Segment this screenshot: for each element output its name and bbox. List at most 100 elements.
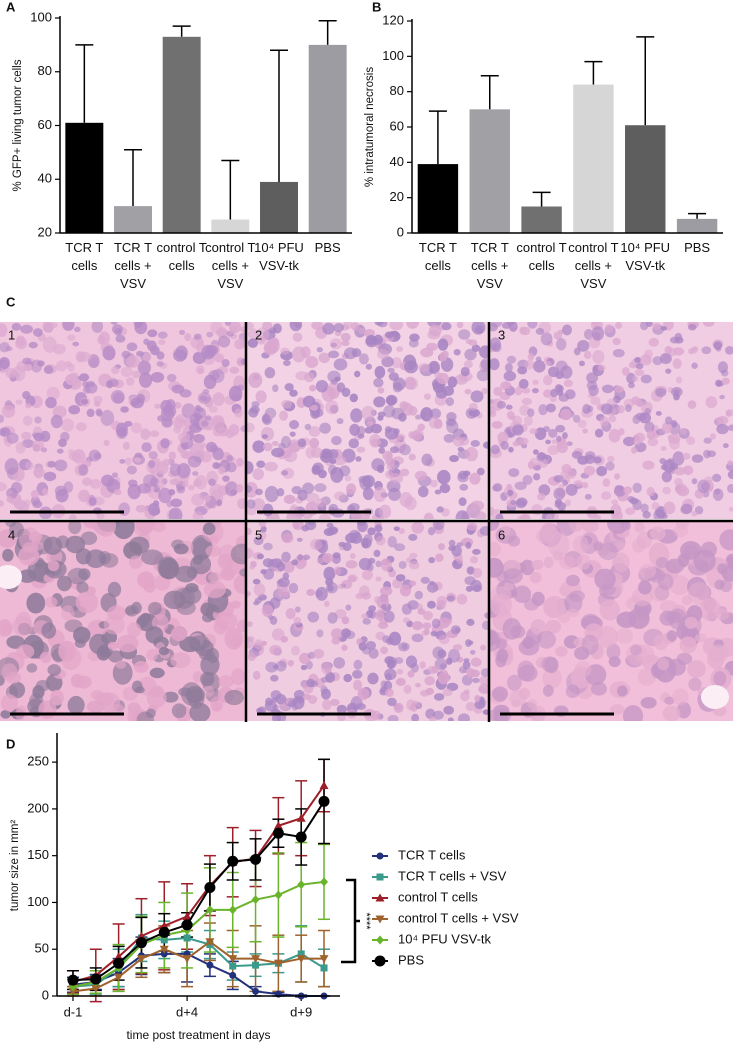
cell (47, 460, 56, 468)
cell (68, 514, 77, 519)
cell (446, 657, 453, 665)
cell (193, 412, 201, 419)
cell (150, 372, 165, 383)
cell (146, 649, 158, 661)
cell (203, 495, 211, 502)
cell (345, 560, 358, 569)
cell (325, 582, 338, 594)
cell (278, 577, 290, 588)
cell (349, 393, 358, 403)
cell (512, 440, 520, 447)
cell (465, 446, 478, 462)
cell (464, 348, 477, 361)
cell (657, 657, 670, 671)
cell (640, 322, 649, 331)
cell (204, 415, 212, 421)
cell (340, 332, 351, 342)
cell (682, 452, 691, 460)
cell (140, 612, 152, 624)
cell (47, 664, 62, 676)
cell (403, 684, 412, 694)
cell (459, 436, 470, 446)
cell (134, 322, 148, 335)
cell (408, 453, 416, 461)
cell (490, 322, 503, 328)
cell (428, 716, 437, 721)
cell (328, 350, 340, 359)
cell (156, 351, 165, 360)
cell (673, 524, 689, 538)
marker (136, 931, 146, 940)
cell (264, 461, 278, 472)
bar (676, 218, 718, 233)
cell (615, 628, 633, 644)
cell (124, 457, 132, 466)
cell (255, 390, 267, 404)
cell (306, 588, 315, 597)
cell (691, 478, 698, 485)
cell (408, 431, 415, 439)
cell (628, 382, 635, 389)
cell (568, 522, 584, 532)
cell (435, 388, 448, 399)
cell (309, 437, 320, 449)
cell (358, 557, 372, 571)
cell (199, 395, 208, 402)
cell (666, 630, 678, 642)
cell (507, 489, 514, 496)
cell (491, 420, 503, 429)
cell (33, 328, 43, 337)
cell (344, 475, 352, 482)
cell (387, 697, 397, 707)
cell (80, 531, 98, 545)
cell (353, 659, 363, 670)
cell (560, 365, 573, 379)
cell (674, 466, 686, 476)
cell (322, 322, 335, 335)
cell (270, 690, 282, 700)
cell (583, 465, 596, 476)
cell (683, 544, 699, 560)
cell (455, 510, 469, 519)
cell (466, 522, 478, 531)
cell (117, 427, 127, 438)
cell (614, 473, 620, 480)
cell (101, 474, 115, 487)
cell (203, 581, 226, 599)
cell (247, 591, 251, 597)
cell (576, 554, 591, 570)
bar (625, 125, 666, 233)
cell (715, 379, 723, 387)
cell (0, 500, 5, 507)
cell (384, 331, 394, 339)
marker (158, 926, 170, 938)
cell (206, 345, 219, 356)
cell (478, 683, 488, 695)
cell (352, 679, 363, 691)
cell (716, 415, 729, 425)
marker (114, 952, 124, 961)
cell (329, 698, 340, 707)
cell (78, 464, 89, 476)
cell (184, 333, 192, 342)
micrograph (247, 322, 488, 519)
cell (336, 704, 347, 714)
cell (18, 569, 37, 583)
cell (573, 347, 581, 356)
cell (468, 408, 480, 418)
cell (632, 414, 641, 425)
cell (190, 442, 204, 457)
cell (435, 553, 444, 563)
cell (283, 449, 298, 463)
cell (145, 708, 156, 718)
cell (255, 488, 263, 496)
cell (170, 498, 183, 508)
cell (379, 586, 393, 596)
cell (642, 510, 651, 519)
cell (490, 593, 513, 617)
cell (271, 440, 279, 447)
cell (333, 566, 342, 576)
cell (100, 409, 115, 427)
cell (399, 584, 412, 597)
